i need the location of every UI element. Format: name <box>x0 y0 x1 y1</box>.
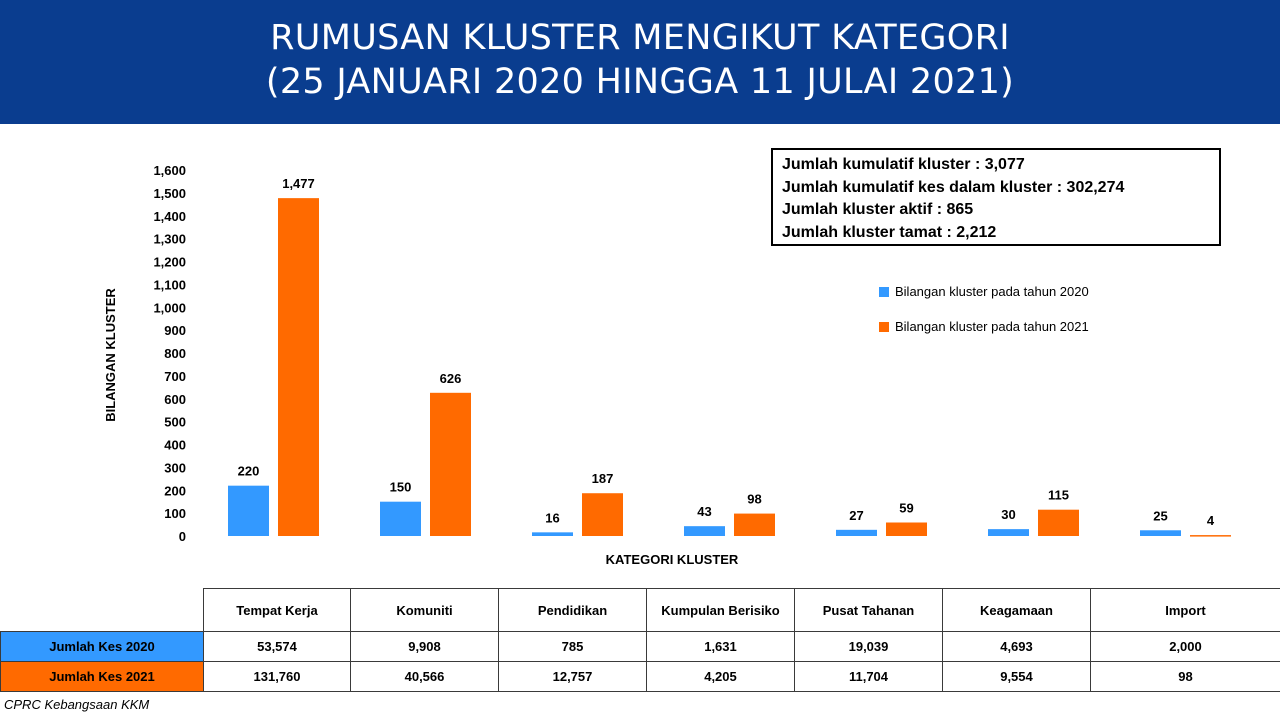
data-label: 43 <box>697 504 711 519</box>
y-tick-label: 1,200 <box>153 255 186 270</box>
bar-2021 <box>886 522 927 536</box>
bar-2020 <box>532 532 573 536</box>
legend-swatch-2020 <box>879 286 889 297</box>
data-label: 187 <box>592 471 614 486</box>
data-label: 16 <box>545 510 559 525</box>
y-tick-label: 1,400 <box>153 209 186 224</box>
table-cell: 53,574 <box>203 631 351 662</box>
table-header: Komuniti <box>350 588 499 632</box>
table-cell: 12,757 <box>498 661 647 692</box>
legend-item-2021: Bilangan kluster pada tahun 2021 <box>879 318 1089 334</box>
summary-ended-clusters: Jumlah kluster tamat : 2,212 <box>782 223 997 241</box>
legend-label-2021: Bilangan kluster pada tahun 2021 <box>895 319 1089 335</box>
table-cell: 40,566 <box>350 661 499 692</box>
legend-swatch-2021 <box>879 321 889 332</box>
bar-2021 <box>278 198 319 536</box>
data-label: 220 <box>238 464 260 479</box>
table-row: Jumlah Kes 2020 53,574 9,908 785 1,631 1… <box>0 631 1280 662</box>
y-tick-label: 200 <box>164 483 186 498</box>
y-tick-label: 900 <box>164 323 186 338</box>
summary-total-clusters: Jumlah kumulatif kluster : 3,077 <box>782 156 1025 173</box>
y-tick-label: 300 <box>164 460 186 475</box>
summary-box: Jumlah kumulatif kluster : 3,077 Jumlah … <box>771 148 1221 246</box>
y-axis-title: BILANGAN KLUSTER <box>103 288 118 422</box>
table-cell: 4,693 <box>942 631 1091 662</box>
table-cell: 9,908 <box>350 631 499 662</box>
table-cell: 4,205 <box>646 661 795 692</box>
data-label: 626 <box>440 371 462 386</box>
row-label-2021: Jumlah Kes 2021 <box>0 661 204 692</box>
cases-table: Tempat Kerja Komuniti Pendidikan Kumpula… <box>0 588 1280 692</box>
summary-total-cases: Jumlah kumulatif kes dalam kluster : 302… <box>782 178 1125 196</box>
table-cell: 2,000 <box>1090 631 1280 662</box>
y-tick-label: 700 <box>164 369 186 384</box>
bar-2020 <box>988 529 1029 536</box>
y-tick-label: 800 <box>164 346 186 361</box>
bar-2021 <box>430 392 471 536</box>
summary-active-clusters: Jumlah kluster aktif : 865 <box>782 201 974 218</box>
y-tick-label: 600 <box>164 392 186 407</box>
data-label: 4 <box>1207 513 1215 528</box>
y-tick-label: 1,600 <box>153 163 186 178</box>
data-label: 27 <box>849 508 863 523</box>
table-header: Pendidikan <box>498 588 647 632</box>
y-tick-label: 1,300 <box>153 232 186 247</box>
row-label-2020: Jumlah Kes 2020 <box>0 631 204 662</box>
y-tick-label: 500 <box>164 415 186 430</box>
bar-2020 <box>228 485 269 536</box>
cluster-bar-chart: 0 100 200 300 400 500 600 700 800 900 1,000 1,100 1,… <box>103 163 1231 567</box>
legend-label-2020: Bilangan kluster pada tahun 2020 <box>895 284 1089 300</box>
table-header: Kumpulan Berisiko <box>646 588 795 632</box>
x-axis-title: KATEGORI KLUSTER <box>606 552 739 567</box>
data-label: 1,477 <box>282 176 315 191</box>
source-note: CPRC Kebangsaan KKM <box>4 697 150 712</box>
y-tick-label: 1,100 <box>153 277 186 292</box>
data-label: 25 <box>1153 508 1167 523</box>
data-label: 150 <box>390 480 412 495</box>
table-header: Tempat Kerja <box>203 588 351 632</box>
data-label: 115 <box>1048 488 1069 503</box>
data-label: 98 <box>747 492 761 507</box>
table-header-row: Tempat Kerja Komuniti Pendidikan Kumpula… <box>1 588 1280 632</box>
table-cell: 11,704 <box>794 661 943 692</box>
y-tick-label: 0 <box>179 529 186 544</box>
bar-2021 <box>1038 509 1079 536</box>
table-cell: 98 <box>1090 661 1280 692</box>
bar-2020 <box>1140 530 1181 536</box>
page-subtitle: (25 JANUARI 2020 HINGGA 11 JULAI 2021) <box>265 62 1015 102</box>
table-cell: 19,039 <box>794 631 943 662</box>
table-cell: 785 <box>498 631 647 662</box>
y-tick-label: 400 <box>164 438 186 453</box>
data-label: 59 <box>899 501 913 516</box>
bar-2021 <box>582 493 623 536</box>
title-banner: RUMUSAN KLUSTER MENGIKUT KATEGORI (25 JA… <box>0 0 1280 124</box>
table-corner <box>1 589 204 632</box>
data-label: 30 <box>1001 507 1015 522</box>
y-tick-label: 100 <box>164 506 186 521</box>
y-tick-label: 1,000 <box>153 300 186 315</box>
table-header: Keagamaan <box>942 588 1091 632</box>
y-tick-label: 1,500 <box>153 186 186 201</box>
bar-2021 <box>734 513 775 536</box>
table-cell: 1,631 <box>646 631 795 662</box>
bar-2021 <box>1190 535 1231 537</box>
table-row: Jumlah Kes 2021 131,760 40,566 12,757 4,… <box>0 661 1280 692</box>
page-title: RUMUSAN KLUSTER MENGIKUT KATEGORI <box>270 18 1010 58</box>
table-header: Pusat Tahanan <box>794 588 943 632</box>
table-cell: 131,760 <box>203 661 351 692</box>
bar-2020 <box>836 529 877 536</box>
table-cell: 9,554 <box>942 661 1091 692</box>
bar-2020 <box>380 501 421 536</box>
legend-item-2020: Bilangan kluster pada tahun 2020 <box>879 283 1089 299</box>
bar-2020 <box>684 526 725 536</box>
table-header: Import <box>1090 588 1280 632</box>
